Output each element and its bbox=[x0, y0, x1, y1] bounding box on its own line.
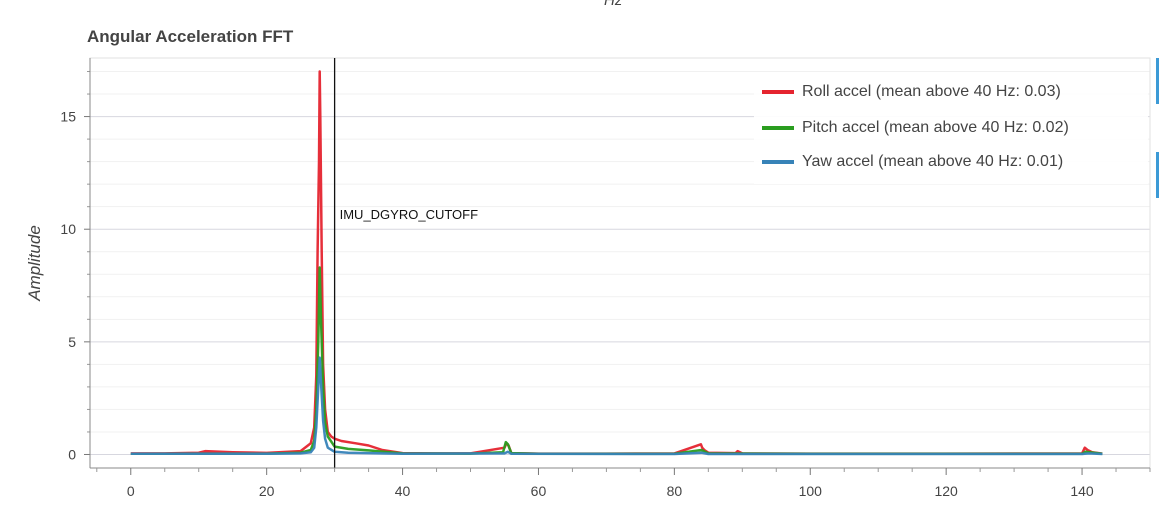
x-tick-label: 0 bbox=[127, 483, 135, 499]
x-tick-label: 60 bbox=[531, 483, 547, 499]
x-tick-label: 80 bbox=[667, 483, 683, 499]
legend-swatch-roll bbox=[762, 90, 794, 94]
chart-title: Angular Acceleration FFT bbox=[87, 27, 294, 46]
x-tick-label: 140 bbox=[1070, 483, 1094, 499]
y-tick-label: 10 bbox=[60, 221, 76, 237]
x-tick-label: 120 bbox=[934, 483, 958, 499]
y-tick-label: 15 bbox=[60, 109, 76, 125]
legend-label-roll: Roll accel (mean above 40 Hz: 0.03) bbox=[802, 83, 1061, 100]
top-axis-unit: Hz bbox=[604, 0, 623, 9]
legend-label-pitch: Pitch accel (mean above 40 Hz: 0.02) bbox=[802, 119, 1069, 136]
x-tick-label: 20 bbox=[259, 483, 275, 499]
series-line-yaw bbox=[130, 356, 1103, 456]
y-tick-label: 0 bbox=[68, 446, 76, 462]
x-tick-label: 100 bbox=[799, 483, 823, 499]
toolbar-marker-bottom bbox=[1156, 152, 1159, 198]
series-line-pitch bbox=[130, 266, 1103, 456]
legend: Roll accel (mean above 40 Hz: 0.03) Pitc… bbox=[754, 76, 1148, 184]
toolbar-marker-top bbox=[1156, 58, 1159, 104]
legend-item-yaw[interactable]: Yaw accel (mean above 40 Hz: 0.01) bbox=[762, 150, 1063, 174]
axis-layer: 0 5 10 15 0 20 40 60 80 100 120 140 Amplitude bbox=[25, 58, 1151, 499]
y-axis-label: Amplitude bbox=[25, 225, 44, 302]
legend-item-pitch[interactable]: Pitch accel (mean above 40 Hz: 0.02) bbox=[762, 116, 1069, 140]
series-layer bbox=[130, 70, 1103, 456]
annotation-layer: IMU_DGYRO_CUTOFF bbox=[333, 58, 478, 468]
legend-swatch-yaw bbox=[762, 160, 794, 164]
x-tick-label: 40 bbox=[395, 483, 411, 499]
cutoff-label: IMU_DGYRO_CUTOFF bbox=[340, 207, 478, 222]
legend-swatch-pitch bbox=[762, 126, 794, 130]
legend-label-yaw: Yaw accel (mean above 40 Hz: 0.01) bbox=[802, 153, 1064, 170]
legend-item-roll[interactable]: Roll accel (mean above 40 Hz: 0.03) bbox=[762, 80, 1061, 104]
y-tick-label: 5 bbox=[68, 334, 76, 350]
